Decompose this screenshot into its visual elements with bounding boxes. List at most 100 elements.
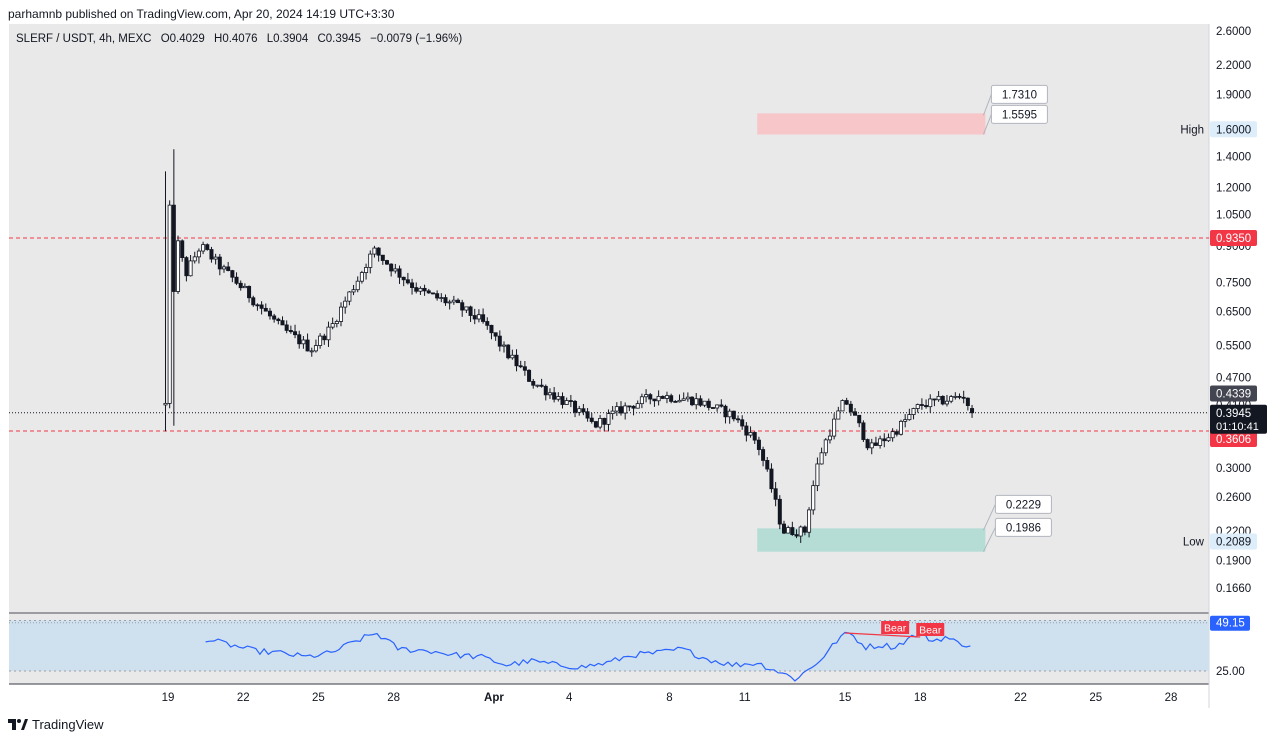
candle [435,290,440,301]
resistance-high-callout-box [990,84,1048,104]
candle [765,456,770,472]
candle [593,421,598,429]
candle [919,398,924,410]
candle-body [694,398,699,406]
candle-body [932,398,937,401]
candle-body [970,408,975,414]
candle [339,302,344,327]
candle-body [807,509,812,533]
candle [961,390,966,404]
candle [861,420,866,442]
price-tick-label: 1.4000 [1216,151,1251,163]
candle [184,256,189,282]
support-high-callout[interactable]: 0.2229 [982,494,1052,531]
candle [706,398,711,411]
candle [418,286,423,295]
candle-body [911,408,916,415]
candle-body [297,334,302,345]
symbol-info-line: SLERF / USDT, 4h, MEXC O0.4029 H0.4076 L… [16,33,462,45]
resistance-low-callout[interactable]: 1.5595 [982,104,1048,135]
candle [748,426,753,438]
candle-body [811,485,816,511]
candle [364,263,369,280]
candle [690,396,695,407]
candle [518,360,523,369]
resistance-zone[interactable] [757,113,986,135]
candle-body [267,310,272,317]
resistance-high-callout[interactable]: 1.7310 [982,84,1048,116]
candle-body [873,442,878,446]
candle [619,401,624,416]
candle-body [794,534,799,537]
candle [527,369,532,382]
candle [698,395,703,407]
recent-high-badge-text: 0.4339 [1216,388,1251,400]
candle [685,392,690,402]
candle-body [627,405,632,408]
candle-body [619,406,624,414]
candle [543,384,548,401]
candle [171,149,176,426]
bear-label-2-text: Bear [919,625,942,637]
candle [481,308,486,324]
support-low-callout[interactable]: 0.1986 [982,517,1052,552]
bearish-divergence-line [844,632,921,638]
candle [873,436,878,446]
candle-body [631,405,636,409]
rsi-line [205,631,971,682]
candle-body [368,253,373,268]
candle-body [255,304,260,307]
candle [230,269,235,283]
candle-body [485,321,490,326]
support-low-callout-box [994,517,1052,537]
candle-body [280,320,285,326]
candle-body [284,324,289,331]
candle-body [351,289,356,293]
candle-body [259,304,264,309]
candle-body [568,400,573,402]
candle [343,296,348,314]
candle [802,525,807,536]
candle [376,247,381,262]
candle [272,313,277,323]
candle-body [514,354,519,367]
candle [898,419,903,436]
price-tick-label: 0.1660 [1216,583,1251,595]
candle-body [840,400,845,412]
candle-body [777,498,782,525]
candle-body [606,413,611,425]
candle-body [648,394,653,400]
ohlc-change: −0.0079 (−1.96%) [370,33,462,45]
support-high-callout-text: 0.2229 [1006,499,1041,511]
candle [848,400,853,416]
candle-body [815,463,820,487]
candle-body [313,345,318,352]
candle [790,521,795,536]
support-zone[interactable] [757,528,986,552]
candle [535,384,540,388]
candle-body [288,330,293,333]
candle-body [715,404,720,409]
candle-body [163,402,168,406]
candle [284,320,289,334]
candle [857,414,862,428]
candle-body [481,314,486,322]
candle-body [476,314,481,320]
candle-body [376,247,381,256]
candle [476,309,481,323]
candle [389,263,394,277]
candle-body [915,404,920,409]
tradingview-logo[interactable]: TradingView [8,716,104,732]
candle-body [447,301,452,304]
candle [384,259,389,266]
candle [205,243,210,251]
price-tick-label: 0.7500 [1216,278,1251,290]
candle-body [748,432,753,436]
candle-body [401,276,406,281]
tradingview-logo-icon [8,718,28,730]
resistance-high-callout-text: 1.7310 [1002,89,1037,101]
candle-body [719,404,724,407]
candle [255,303,260,311]
resistance-low-callout-text: 1.5595 [1002,109,1037,121]
